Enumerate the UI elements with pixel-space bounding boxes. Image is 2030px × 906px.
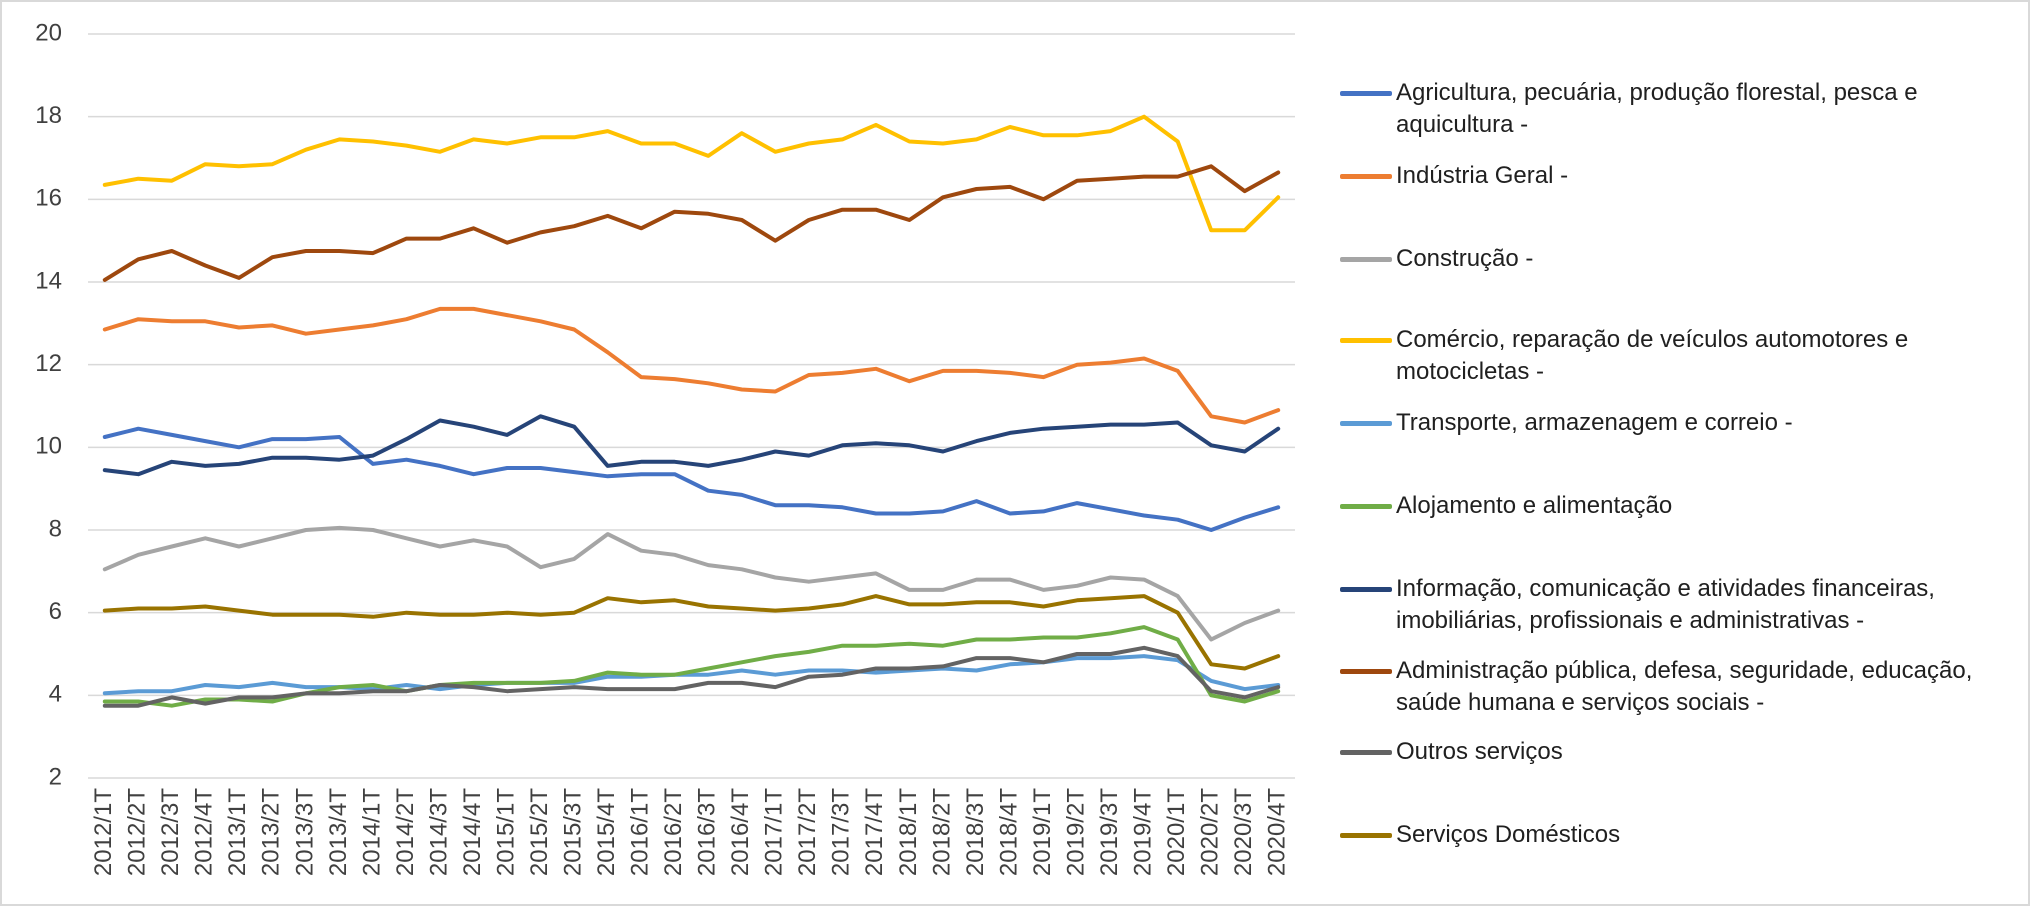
x-tick-label: 2016/3T	[694, 788, 721, 876]
y-tick-label: 18	[35, 102, 62, 129]
legend-label: Indústria Geral -	[1396, 162, 1569, 189]
x-tick-label: 2015/4T	[593, 788, 620, 876]
x-tick-label: 2020/4T	[1264, 788, 1291, 876]
x-tick-label: 2018/4T	[995, 788, 1022, 876]
legend-swatch	[1340, 91, 1392, 96]
legend-swatch	[1340, 669, 1392, 674]
y-tick-label: 16	[35, 185, 62, 212]
x-tick-label: 2014/1T	[358, 788, 385, 876]
x-tick-label: 2019/2T	[1062, 788, 1089, 876]
x-tick-label: 2014/4T	[459, 788, 486, 876]
x-tick-label: 2020/3T	[1230, 788, 1257, 876]
x-tick-label: 2018/2T	[928, 788, 955, 876]
x-tick-label: 2017/4T	[861, 788, 888, 876]
legend-swatch	[1340, 833, 1392, 838]
x-tick-label: 2015/2T	[526, 788, 553, 876]
legend-item: Outros serviços	[1340, 736, 2020, 768]
y-tick-label: 2	[49, 763, 62, 790]
x-tick-label: 2012/3T	[157, 788, 184, 876]
legend-label: Agricultura, pecuária, produção floresta…	[1396, 79, 1918, 138]
y-tick-label: 14	[35, 267, 62, 294]
x-tick-label: 2014/3T	[425, 788, 452, 876]
series-line	[102, 164, 1281, 282]
legend-swatch	[1340, 750, 1392, 755]
legend-label: Informação, comunicação e atividades fin…	[1396, 575, 1935, 634]
series-line	[102, 306, 1281, 425]
legend-item: Indústria Geral -	[1340, 160, 2020, 192]
legend-item: Agricultura, pecuária, produção floresta…	[1340, 77, 2020, 141]
series-line	[102, 594, 1281, 671]
x-tick-label: 2016/1T	[627, 788, 654, 876]
x-tick-label: 2015/3T	[559, 788, 586, 876]
y-tick-label: 12	[35, 350, 62, 377]
x-tick-label: 2016/2T	[660, 788, 687, 876]
x-tick-label: 2019/3T	[1096, 788, 1123, 876]
x-tick-label: 2019/4T	[1129, 788, 1156, 876]
x-tick-label: 2018/1T	[895, 788, 922, 876]
x-tick-label: 2020/2T	[1197, 788, 1224, 876]
x-tick-label: 2012/1T	[90, 788, 117, 876]
legend-item: Administração pública, defesa, seguridad…	[1340, 655, 2020, 719]
x-tick-label: 2013/1T	[224, 788, 251, 876]
legend-label: Outros serviços	[1396, 738, 1563, 765]
x-tick-label: 2012/4T	[191, 788, 218, 876]
y-tick-label: 8	[49, 515, 62, 542]
x-tick-label: 2016/4T	[727, 788, 754, 876]
y-tick-label: 20	[35, 19, 62, 46]
legend-label: Administração pública, defesa, seguridad…	[1396, 657, 1973, 716]
series-line	[102, 114, 1281, 233]
legend-swatch	[1340, 257, 1392, 262]
legend-item: Alojamento e alimentação	[1340, 490, 2020, 522]
legend-label: Alojamento e alimentação	[1396, 492, 1673, 519]
x-tick-label: 2015/1T	[492, 788, 519, 876]
y-tick-label: 10	[35, 433, 62, 460]
series-line	[102, 426, 1281, 532]
legend-item: Serviços Domésticos	[1340, 819, 2020, 851]
x-tick-label: 2018/3T	[962, 788, 989, 876]
legend-swatch	[1340, 338, 1392, 343]
legend-label: Comércio, reparação de veículos automoto…	[1396, 326, 1909, 385]
x-tick-label: 2017/1T	[761, 788, 788, 876]
x-tick-label: 2013/3T	[291, 788, 318, 876]
legend-swatch	[1340, 504, 1392, 509]
series-line	[102, 645, 1281, 708]
legend-swatch	[1340, 587, 1392, 592]
series-line	[102, 525, 1281, 642]
series-line	[102, 654, 1281, 696]
x-tick-label: 2012/2T	[124, 788, 151, 876]
legend-item: Comércio, reparação de veículos automoto…	[1340, 324, 2020, 388]
x-tick-label: 2013/2T	[258, 788, 285, 876]
series-line	[102, 625, 1281, 708]
legend-item: Transporte, armazenagem e correio -	[1340, 407, 2020, 439]
x-tick-label: 2017/2T	[794, 788, 821, 876]
legend-label: Serviços Domésticos	[1396, 821, 1621, 848]
legend-item: Construção -	[1340, 243, 2020, 275]
x-tick-label: 2013/4T	[325, 788, 352, 876]
series-line	[102, 414, 1281, 477]
legend-label: Construção -	[1396, 245, 1534, 272]
legend-swatch	[1340, 421, 1392, 426]
legend-item: Informação, comunicação e atividades fin…	[1340, 573, 2020, 637]
x-tick-label: 2019/1T	[1029, 788, 1056, 876]
legend-swatch	[1340, 174, 1392, 179]
y-tick-label: 6	[49, 598, 62, 625]
y-tick-label: 4	[49, 681, 62, 708]
x-tick-label: 2014/2T	[392, 788, 419, 876]
x-tick-label: 2020/1T	[1163, 788, 1190, 876]
x-tick-label: 2017/3T	[828, 788, 855, 876]
legend-label: Transporte, armazenagem e correio -	[1396, 409, 1793, 436]
